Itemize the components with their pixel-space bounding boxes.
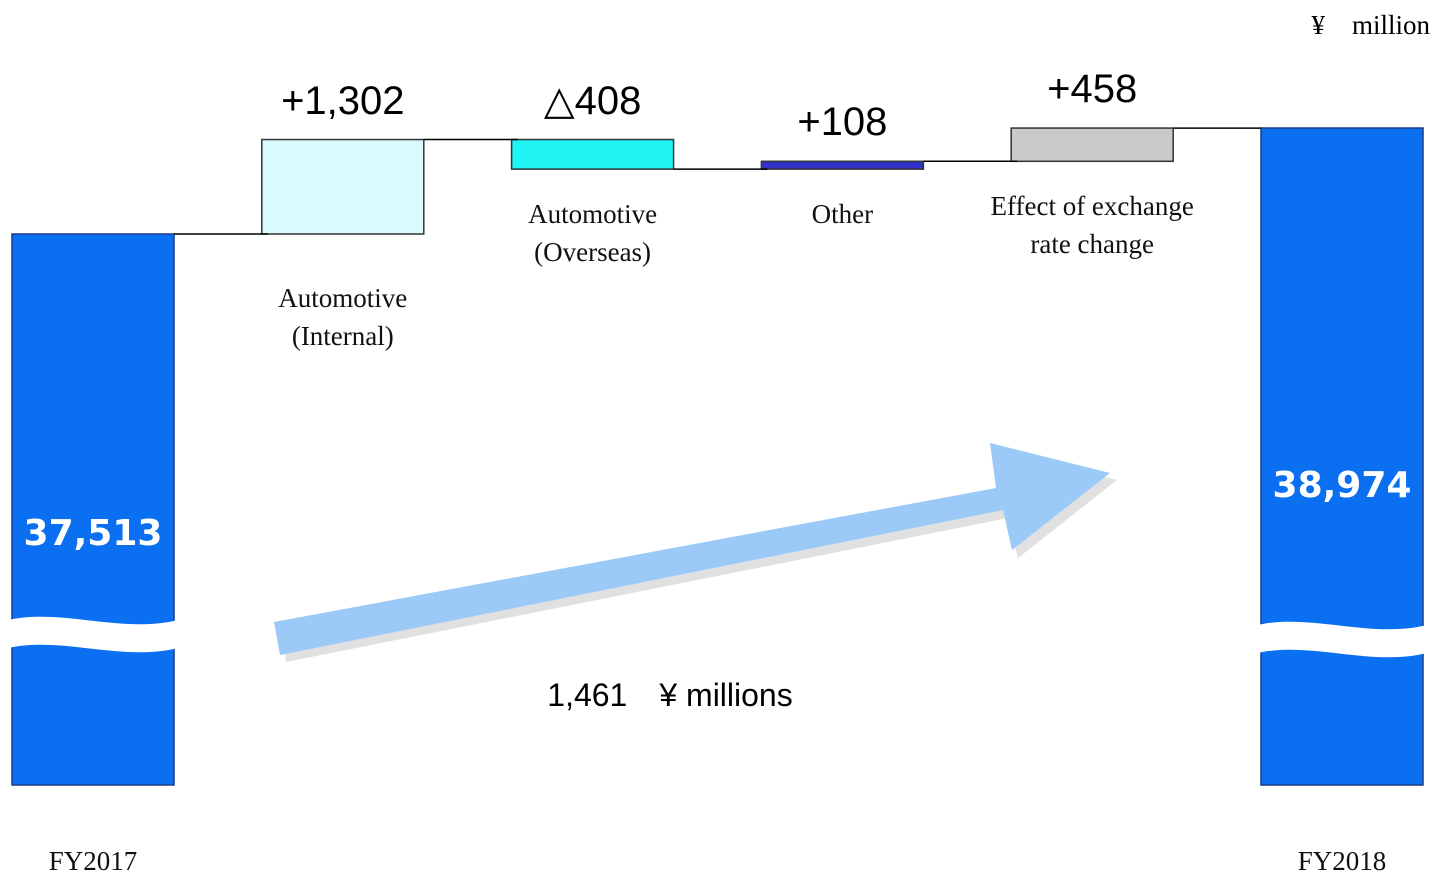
category-label: Effect of exchange rate change	[990, 191, 1194, 260]
category-label: Automotive (Internal)	[278, 283, 408, 351]
annotation: 1,461 ¥ millions	[547, 677, 793, 713]
value-label: +108	[797, 100, 888, 145]
unit-label: ¥ million	[1311, 10, 1430, 40]
change-bar	[510, 138, 675, 170]
change-bar	[1010, 127, 1174, 163]
axis-break	[8, 616, 178, 653]
value-label: +458	[1047, 67, 1138, 112]
value-label: △408	[543, 78, 642, 123]
category-label: Other	[811, 199, 874, 230]
change-bar	[261, 138, 425, 235]
category-label: FY2018	[1297, 846, 1387, 876]
arrow	[274, 443, 1110, 655]
axis-break	[1257, 621, 1427, 658]
category-label: FY2017	[48, 846, 138, 876]
value-label: +1,302	[281, 78, 405, 123]
total-label: 38,974	[1272, 465, 1412, 507]
change-bar	[760, 160, 925, 170]
total-bar	[11, 233, 175, 786]
total-bar	[1260, 127, 1424, 786]
total-label: 37,513	[23, 513, 163, 555]
category-label: Automotive (Overseas)	[528, 199, 658, 268]
